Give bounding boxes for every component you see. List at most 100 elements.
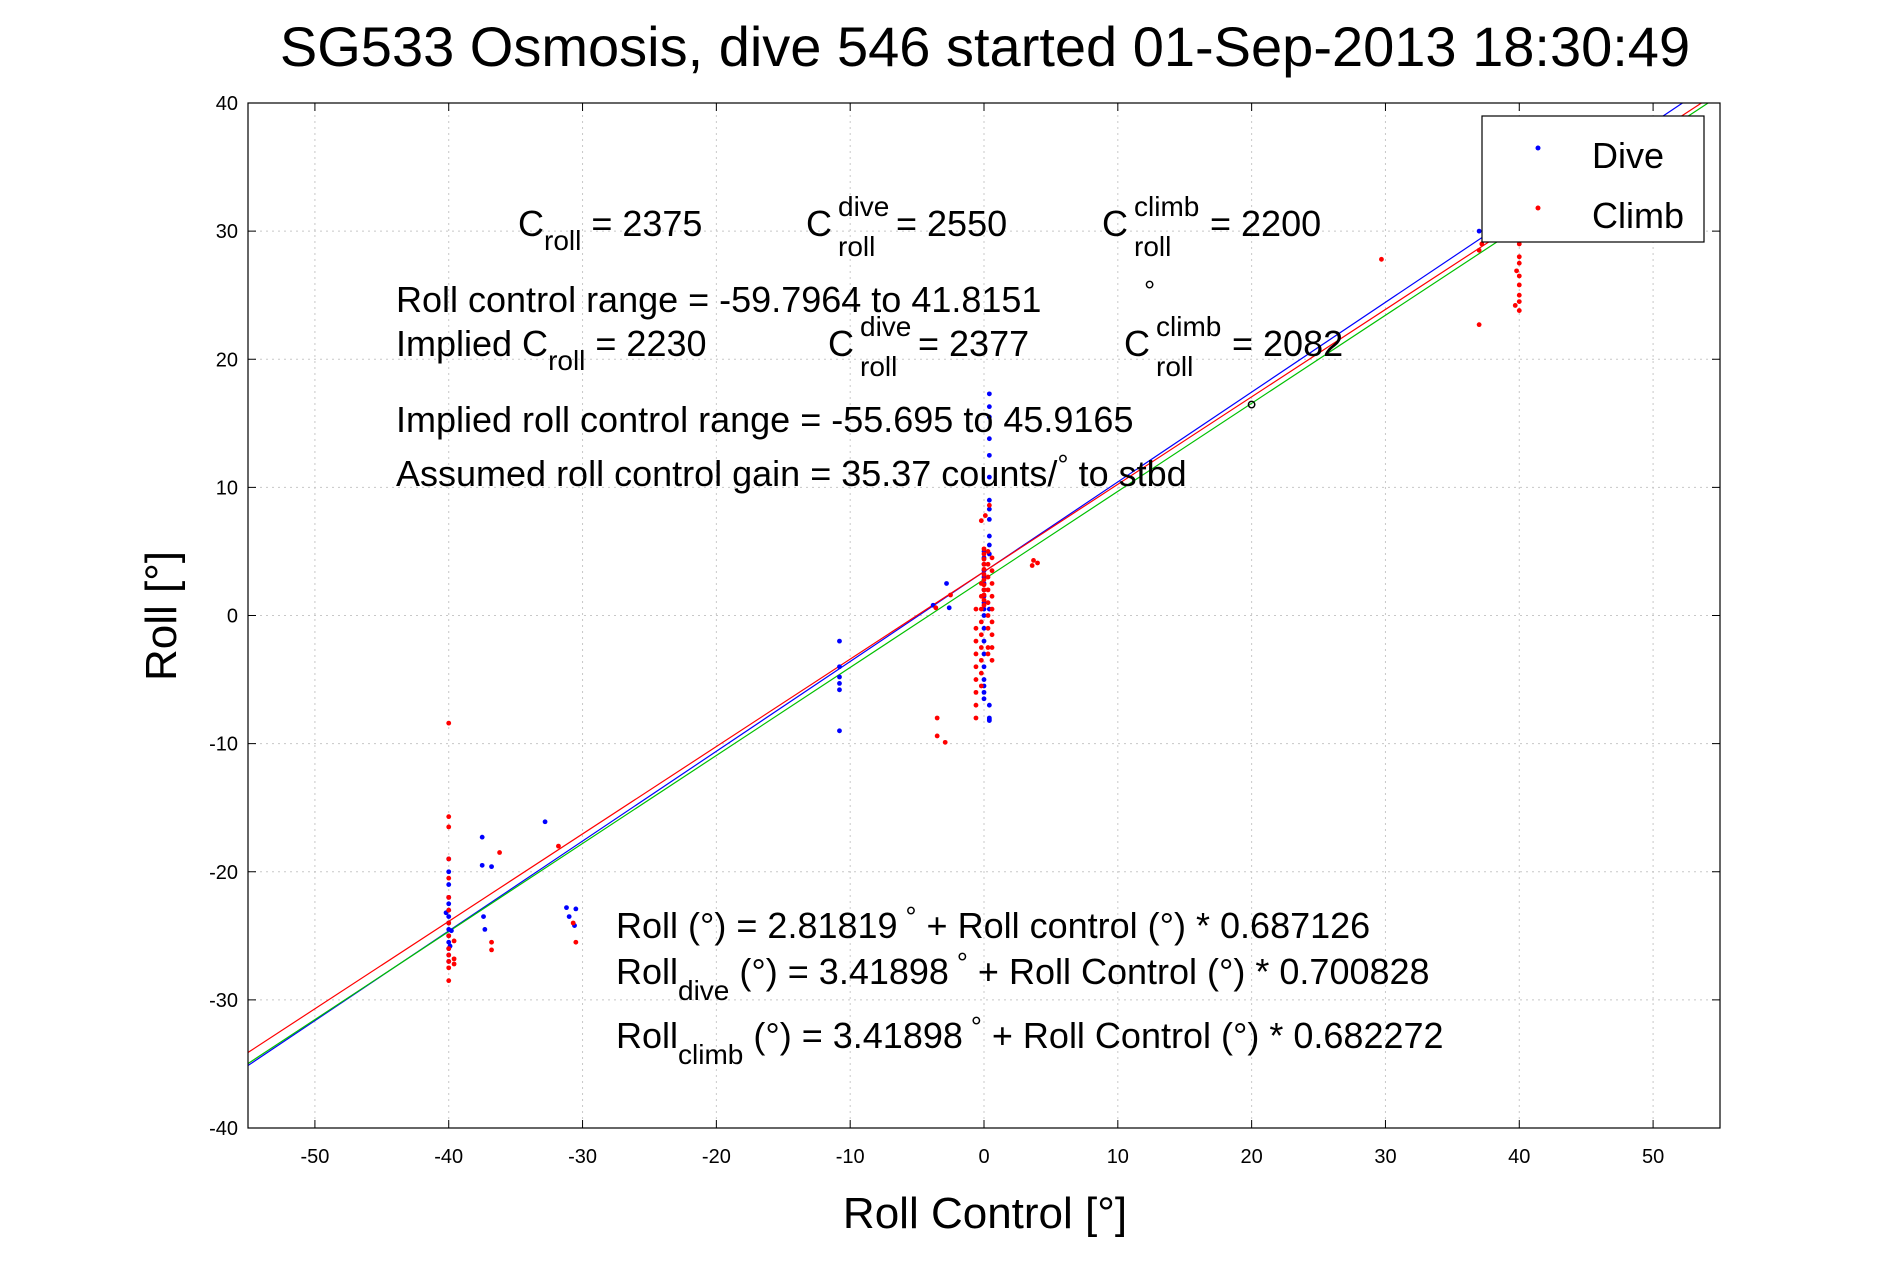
c-roll-dive-sup: dive bbox=[838, 191, 889, 222]
point-climb bbox=[978, 518, 984, 524]
point-climb bbox=[978, 670, 984, 676]
point-climb bbox=[1516, 241, 1522, 247]
point-climb bbox=[1035, 560, 1040, 566]
data-points bbox=[443, 215, 1522, 984]
point-climb bbox=[985, 613, 991, 618]
point-climb bbox=[985, 651, 991, 657]
x-tick-label: -50 bbox=[300, 1146, 329, 1168]
annotations: Croll = 2375 C dive roll = 2550 C climb … bbox=[396, 191, 1444, 1070]
y-tick-label: 40 bbox=[216, 93, 238, 115]
chart-title: SG533 Osmosis, dive 546 started 01-Sep-2… bbox=[280, 15, 1690, 78]
point-dive bbox=[986, 474, 992, 480]
point-dive bbox=[986, 497, 992, 503]
point-climb bbox=[981, 561, 987, 567]
point-climb bbox=[978, 606, 984, 612]
implied-c-roll-climb: C bbox=[1124, 323, 1150, 364]
c-roll-dive-value: = 2550 bbox=[896, 203, 1007, 244]
point-dive bbox=[481, 914, 486, 919]
point-climb bbox=[973, 702, 979, 708]
point-climb bbox=[1479, 241, 1485, 247]
point-dive bbox=[986, 404, 992, 410]
point-dive bbox=[837, 728, 842, 734]
point-climb bbox=[451, 961, 457, 967]
point-climb bbox=[933, 605, 939, 611]
y-tick-label: -40 bbox=[209, 1118, 238, 1140]
c-roll-annotation: Croll = 2375 bbox=[518, 203, 702, 256]
point-climb bbox=[446, 946, 452, 952]
point-climb bbox=[446, 894, 452, 900]
point-dive bbox=[482, 927, 488, 932]
point-climb bbox=[1516, 282, 1522, 288]
point-climb bbox=[981, 566, 987, 572]
point-dive bbox=[479, 834, 485, 840]
point-climb bbox=[1476, 322, 1482, 328]
point-climb bbox=[948, 592, 953, 598]
c-roll-climb-sup: climb bbox=[1134, 191, 1199, 222]
point-dive bbox=[1476, 228, 1482, 234]
point-climb bbox=[570, 920, 576, 926]
c-roll-dive-annotation: C bbox=[806, 203, 832, 244]
point-dive bbox=[986, 506, 992, 512]
point-climb bbox=[981, 572, 987, 577]
c-roll-climb-annotation: C bbox=[1102, 203, 1128, 244]
point-climb bbox=[556, 843, 561, 849]
point-climb bbox=[989, 555, 995, 561]
point-climb bbox=[497, 850, 502, 855]
implied-c-roll: Implied Croll = 2230 bbox=[396, 323, 707, 376]
point-climb bbox=[978, 657, 984, 663]
point-climb bbox=[973, 651, 979, 657]
point-climb bbox=[989, 581, 995, 586]
point-dive bbox=[446, 882, 452, 887]
implied-c-roll-climb-sub: roll bbox=[1156, 351, 1193, 382]
point-climb bbox=[985, 625, 991, 631]
point-dive bbox=[573, 906, 579, 912]
roll-control-range-degree: ° bbox=[1144, 275, 1155, 306]
assumed-gain: Assumed roll control gain = 35.37 counts… bbox=[396, 449, 1187, 494]
point-dive bbox=[986, 436, 992, 442]
x-tick-label: 10 bbox=[1107, 1146, 1129, 1168]
implied-c-roll-climb-sup: climb bbox=[1156, 311, 1221, 342]
implied-c-roll-dive-value: = 2377 bbox=[918, 323, 1029, 364]
implied-c-roll-dive-sup: dive bbox=[860, 311, 911, 342]
point-dive bbox=[446, 939, 452, 945]
point-dive bbox=[566, 914, 572, 919]
point-climb bbox=[1516, 308, 1522, 313]
point-dive bbox=[479, 862, 485, 868]
point-dive bbox=[449, 928, 454, 934]
point-climb bbox=[981, 587, 987, 593]
x-tick-label: -20 bbox=[702, 1146, 731, 1168]
point-climb bbox=[986, 502, 992, 508]
point-dive bbox=[981, 677, 987, 682]
point-climb bbox=[989, 606, 995, 612]
legend-marker-dive bbox=[1535, 145, 1541, 151]
point-dive bbox=[837, 664, 842, 670]
fit-climb-equation: Rollclimb (°) = 3.41898 ° + Roll Control… bbox=[616, 1011, 1444, 1070]
x-tick-label: -40 bbox=[434, 1146, 463, 1168]
point-climb bbox=[1031, 558, 1036, 563]
point-dive bbox=[986, 702, 992, 708]
legend-label-climb: Climb bbox=[1592, 195, 1684, 236]
point-climb bbox=[1476, 247, 1482, 253]
point-climb bbox=[451, 956, 457, 962]
x-tick-label: -10 bbox=[836, 1146, 865, 1168]
point-climb bbox=[446, 824, 452, 830]
point-dive bbox=[986, 533, 992, 539]
point-climb bbox=[981, 556, 987, 562]
point-climb bbox=[1516, 273, 1522, 279]
x-tick-label: 30 bbox=[1374, 1146, 1396, 1168]
y-tick-label: 30 bbox=[216, 221, 238, 243]
y-tick-label: 0 bbox=[227, 606, 238, 628]
point-climb bbox=[446, 814, 452, 820]
point-climb bbox=[985, 574, 991, 580]
implied-c-roll-dive-sub: roll bbox=[860, 351, 897, 382]
implied-range-degree: ° bbox=[1246, 395, 1257, 426]
point-dive bbox=[986, 414, 992, 420]
point-climb bbox=[446, 959, 452, 964]
point-climb bbox=[1516, 260, 1522, 266]
point-dive bbox=[981, 638, 987, 644]
point-climb bbox=[989, 632, 995, 638]
point-climb bbox=[489, 939, 494, 945]
point-dive bbox=[564, 905, 569, 911]
point-climb bbox=[973, 606, 979, 612]
point-climb bbox=[1516, 292, 1522, 298]
